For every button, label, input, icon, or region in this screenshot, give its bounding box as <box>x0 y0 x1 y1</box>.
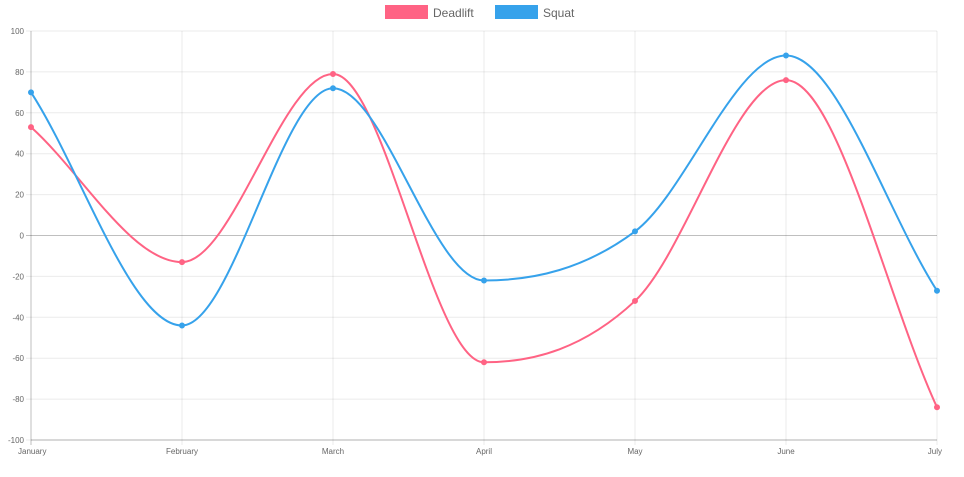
data-point-squat[interactable] <box>330 85 336 92</box>
legend-item-squat[interactable]: Squat <box>495 5 575 20</box>
x-tick-label: January <box>18 447 46 456</box>
data-point-squat[interactable] <box>28 89 34 96</box>
legend-swatch-squat <box>495 5 538 19</box>
data-point-deadlift[interactable] <box>934 404 940 411</box>
y-tick-label: -80 <box>12 395 24 404</box>
legend-label-deadlift: Deadlift <box>433 6 474 20</box>
y-tick-label: -100 <box>8 436 25 445</box>
y-tick-label: 60 <box>15 109 24 118</box>
data-point-squat[interactable] <box>632 228 638 235</box>
y-tick-label: 80 <box>15 68 24 77</box>
data-point-squat[interactable] <box>783 52 789 59</box>
y-tick-label: 0 <box>20 232 25 241</box>
legend: Deadlift Squat <box>385 5 575 20</box>
legend-swatch-deadlift <box>385 5 428 19</box>
x-tick-label: February <box>166 447 198 456</box>
data-point-deadlift[interactable] <box>481 359 487 366</box>
data-point-deadlift[interactable] <box>28 124 34 131</box>
x-tick-label: April <box>476 447 492 456</box>
data-point-deadlift[interactable] <box>783 77 789 84</box>
data-points <box>28 52 940 411</box>
data-point-deadlift[interactable] <box>330 70 336 77</box>
x-tick-label: March <box>322 447 344 456</box>
y-tick-label: 100 <box>11 27 25 36</box>
grid-lines <box>26 30 938 445</box>
data-point-squat[interactable] <box>934 287 940 294</box>
legend-item-deadlift[interactable]: Deadlift <box>385 5 474 20</box>
data-point-deadlift[interactable] <box>632 297 638 304</box>
y-tick-label: 20 <box>15 191 24 200</box>
axes: 100 80 60 40 20 0 -20 -40 -60 -80 -100 January Febru… <box>8 27 942 456</box>
x-tick-label: July <box>928 447 942 456</box>
x-tick-label: May <box>627 447 642 456</box>
data-point-squat[interactable] <box>481 277 487 284</box>
y-tick-label: 40 <box>15 150 24 159</box>
legend-label-squat: Squat <box>543 6 575 20</box>
x-tick-label: June <box>777 447 795 456</box>
data-point-squat[interactable] <box>179 322 185 329</box>
y-tick-label: -20 <box>12 272 24 281</box>
data-point-deadlift[interactable] <box>179 259 185 266</box>
y-tick-label: -40 <box>12 313 24 322</box>
y-tick-label: -60 <box>12 354 24 363</box>
